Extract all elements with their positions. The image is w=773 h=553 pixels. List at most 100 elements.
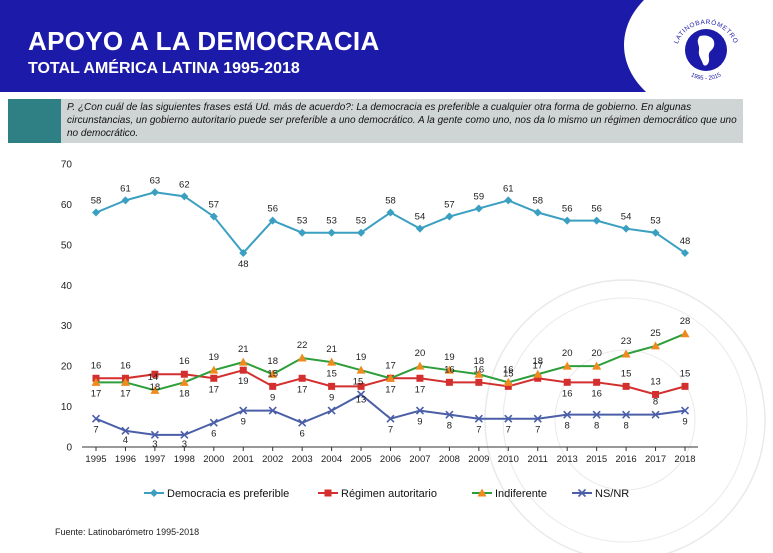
americas-map-icon — [697, 35, 715, 66]
data-label-indiferente: 18 — [267, 356, 278, 367]
data-label-indiferente: 17 — [91, 388, 102, 399]
data-label-regimen-autoritario: 17 — [532, 360, 543, 371]
data-point-regimen-autoritario — [681, 382, 689, 390]
data-point-regimen-autoritario — [475, 378, 483, 386]
data-point-regimen-autoritario — [328, 382, 336, 390]
data-point-ns-nr — [209, 418, 218, 427]
data-label-indiferente: 17 — [385, 360, 396, 371]
x-tick-label: 2013 — [557, 454, 578, 465]
page-subtitle: TOTAL AMÉRICA LATINA 1995-2018 — [28, 60, 300, 77]
data-label-ns-nr: 7 — [506, 425, 511, 436]
data-point-indiferente — [680, 329, 690, 338]
data-point-indiferente — [150, 385, 160, 394]
series-democracia-preferible — [92, 188, 689, 257]
data-label-democracia-preferible: 63 — [150, 175, 161, 186]
legend-label: Régimen autoritario — [341, 488, 437, 500]
data-point-democracia-preferible — [268, 216, 277, 225]
data-label-ns-nr: 7 — [388, 425, 393, 436]
x-tick-label: 1998 — [174, 454, 195, 465]
data-label-democracia-preferible: 48 — [680, 236, 691, 247]
data-point-democracia-preferible — [474, 204, 483, 213]
x-tick-label: 2000 — [203, 454, 224, 465]
data-label-indiferente: 19 — [444, 352, 455, 363]
x-tick-label: 2017 — [645, 454, 666, 465]
y-tick-label: 30 — [61, 321, 73, 332]
data-point-ns-nr — [121, 426, 130, 435]
data-label-democracia-preferible: 61 — [503, 183, 514, 194]
data-label-indiferente: 18 — [150, 382, 161, 393]
data-point-democracia-preferible — [180, 192, 189, 201]
data-label-regimen-autoritario: 17 — [297, 384, 308, 395]
legend-item-democracia-preferible: Democracia es preferible — [144, 488, 289, 500]
data-point-ns-nr — [356, 390, 366, 399]
data-point-democracia-preferible — [121, 196, 130, 205]
x-tick-label: 2010 — [498, 454, 519, 465]
y-tick-label: 0 — [66, 443, 72, 454]
data-label-indiferente: 20 — [415, 348, 426, 359]
data-label-indiferente: 28 — [680, 316, 691, 327]
chart-legend: Democracia es preferible Régimen autorita… — [144, 488, 629, 500]
y-tick-label: 60 — [61, 200, 73, 211]
data-label-democracia-preferible: 54 — [415, 212, 426, 223]
legend-label: Democracia es preferible — [167, 488, 289, 500]
data-point-indiferente — [120, 377, 130, 386]
data-label-regimen-autoritario: 16 — [120, 360, 131, 371]
data-point-regimen-autoritario — [622, 382, 630, 390]
data-point-regimen-autoritario — [357, 382, 365, 390]
data-point-indiferente — [415, 361, 425, 370]
data-label-regimen-autoritario: 15 — [621, 368, 632, 379]
data-label-democracia-preferible: 58 — [91, 196, 102, 207]
question-text: P. ¿Con cuál de las siguientes frases es… — [67, 102, 737, 139]
x-tick-label: 2015 — [586, 454, 607, 465]
data-point-ns-nr — [298, 418, 307, 427]
data-label-regimen-autoritario: 16 — [591, 388, 602, 399]
data-label-democracia-preferible: 57 — [209, 200, 220, 211]
data-point-ns-nr — [386, 414, 395, 423]
data-label-ns-nr: 3 — [182, 439, 187, 450]
data-point-ns-nr — [592, 410, 601, 419]
data-point-democracia-preferible — [209, 212, 218, 221]
data-label-indiferente: 23 — [621, 336, 632, 347]
data-point-democracia-preferible — [386, 208, 395, 217]
data-point-ns-nr — [327, 406, 336, 415]
x-tick-label: 2006 — [380, 454, 401, 465]
series-ns-nr — [91, 390, 690, 439]
data-label-regimen-autoritario: 15 — [680, 368, 691, 379]
data-label-ns-nr: 8 — [623, 421, 628, 432]
data-point-democracia-preferible — [357, 228, 366, 237]
data-label-ns-nr: 8 — [653, 397, 658, 408]
data-point-indiferente — [444, 365, 454, 374]
logo-icon: LATINOBARÓMETRO 1995 - 2015 — [673, 17, 738, 82]
data-label-ns-nr: 9 — [270, 393, 275, 404]
data-label-ns-nr: 7 — [535, 425, 540, 436]
x-tick-label: 2011 — [528, 454, 548, 465]
data-label-regimen-autoritario: 16 — [444, 364, 455, 375]
data-label-regimen-autoritario: 19 — [238, 376, 249, 387]
data-label-indiferente: 22 — [297, 340, 308, 351]
data-label-democracia-preferible: 54 — [621, 212, 632, 223]
data-label-regimen-autoritario: 16 — [91, 360, 102, 371]
data-point-democracia-preferible — [504, 196, 513, 205]
data-point-democracia-preferible — [533, 208, 542, 217]
x-tick-label: 2007 — [409, 454, 430, 465]
data-label-democracia-preferible: 61 — [120, 183, 131, 194]
legend-item-indiferente: Indiferente — [472, 488, 547, 500]
data-point-regimen-autoritario — [563, 378, 571, 386]
data-label-democracia-preferible: 56 — [267, 204, 278, 215]
data-label-ns-nr: 9 — [329, 393, 334, 404]
data-label-ns-nr: 7 — [93, 425, 98, 436]
data-label-democracia-preferible: 53 — [356, 216, 367, 227]
svg-text:1995 - 2015: 1995 - 2015 — [690, 72, 723, 82]
data-point-democracia-preferible — [563, 216, 572, 225]
x-tick-label: 2003 — [292, 454, 313, 465]
legend-label: Indiferente — [495, 488, 547, 500]
series-indiferente — [91, 329, 690, 394]
question-panel: P. ¿Con cuál de las siguientes frases es… — [61, 99, 743, 143]
data-label-regimen-autoritario: 16 — [562, 388, 573, 399]
data-point-regimen-autoritario — [534, 374, 542, 382]
data-label-regimen-autoritario: 15 — [326, 368, 337, 379]
data-point-ns-nr — [180, 430, 189, 439]
data-label-ns-nr: 7 — [476, 425, 481, 436]
data-label-regimen-autoritario: 16 — [474, 364, 485, 375]
